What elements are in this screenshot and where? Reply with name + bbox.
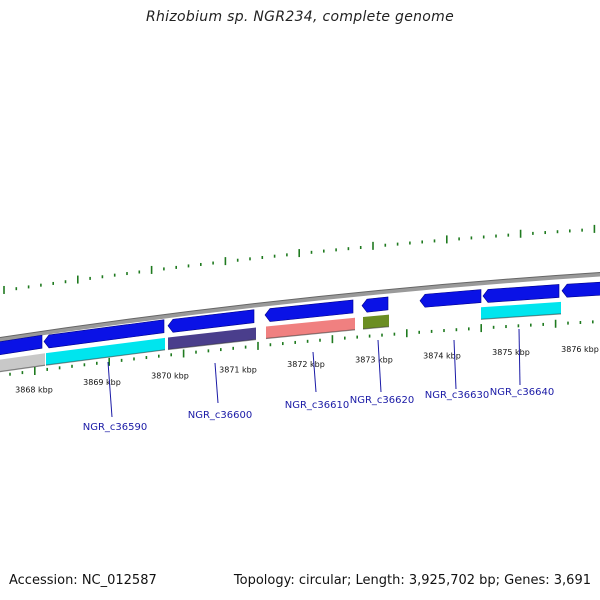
- cds-arrow: [561, 281, 600, 298]
- gene-block-NGR_c36620: [363, 314, 389, 329]
- gene-block-NGR_c36610: [266, 317, 355, 339]
- cds-arrow: [482, 284, 560, 303]
- gene-block-unlabeled: [0, 353, 45, 372]
- gene-label-NGR_c36600: NGR_c36600: [188, 410, 253, 421]
- backbone-line: [0, 272, 600, 342]
- gene-block-edge: [480, 313, 562, 320]
- cds-arrow: [361, 296, 389, 313]
- cds-arrow: [419, 289, 482, 308]
- gene-leader-line: [107, 361, 113, 418]
- gene-leader-line: [377, 339, 382, 393]
- gene-leader-line: [453, 339, 457, 390]
- gene-block-NGR_c36590: [46, 337, 165, 366]
- outer-tick-track: [3, 224, 596, 294]
- inner-tick-track: [9, 319, 594, 376]
- colored-gene-track: [0, 301, 562, 373]
- gene-block-NGR_c36600: [168, 327, 256, 350]
- gene-label-NGR_c36640: NGR_c36640: [490, 387, 555, 398]
- gene-leader-line: [312, 351, 317, 393]
- kbp-tick-label: 3868 kbp: [15, 386, 53, 395]
- gene-label-NGR_c36590: NGR_c36590: [83, 422, 148, 433]
- gene-label-NGR_c36610: NGR_c36610: [285, 400, 350, 411]
- gene-label-NGR_c36630: NGR_c36630: [425, 390, 490, 401]
- gene-block-edge: [45, 349, 166, 366]
- kbp-tick-label: 3876 kbp: [561, 345, 599, 354]
- gene-leader-line: [518, 328, 521, 386]
- kbp-tick-label: 3869 kbp: [83, 378, 121, 387]
- gene-leader-line: [214, 362, 219, 404]
- gene-block-edge: [167, 338, 257, 351]
- cds-arrow: [0, 334, 43, 356]
- gene-block-edge: [362, 326, 390, 330]
- gene-label-NGR_c36620: NGR_c36620: [350, 395, 415, 406]
- cds-arrow: [167, 309, 255, 333]
- kbp-tick-label: 3870 kbp: [151, 371, 189, 380]
- genome-backbone: [0, 272, 600, 342]
- accession-label: Accession: NC_012587: [9, 573, 157, 588]
- map-title: Rhizobium sp. NGR234, complete genome: [145, 9, 455, 25]
- kbp-tick-label: 3871 kbp: [219, 365, 257, 374]
- gene-block-edge: [265, 329, 356, 340]
- forward-cds-track: [0, 281, 600, 356]
- kbp-tick-label: 3872 kbp: [287, 360, 325, 369]
- kbp-scale: 3868 kbp 3869 kbp 3870 kbp 3871 kbp 3872 kbp…: [15, 345, 599, 394]
- gene-block-edge: [0, 364, 46, 373]
- genome-summary: Topology: circular; Length: 3,925,702 bp…: [233, 573, 591, 588]
- kbp-tick-label: 3874 kbp: [423, 351, 461, 360]
- kbp-tick-label: 3875 kbp: [492, 348, 530, 357]
- backbone-edge: [0, 272, 600, 339]
- kbp-tick-label: 3873 kbp: [355, 355, 393, 364]
- gene-labels: NGR_c36590 NGR_c36600 NGR_c36610 NGR_c36620…: [83, 328, 555, 433]
- cds-arrow: [264, 299, 354, 322]
- cds-arrow: [43, 319, 165, 349]
